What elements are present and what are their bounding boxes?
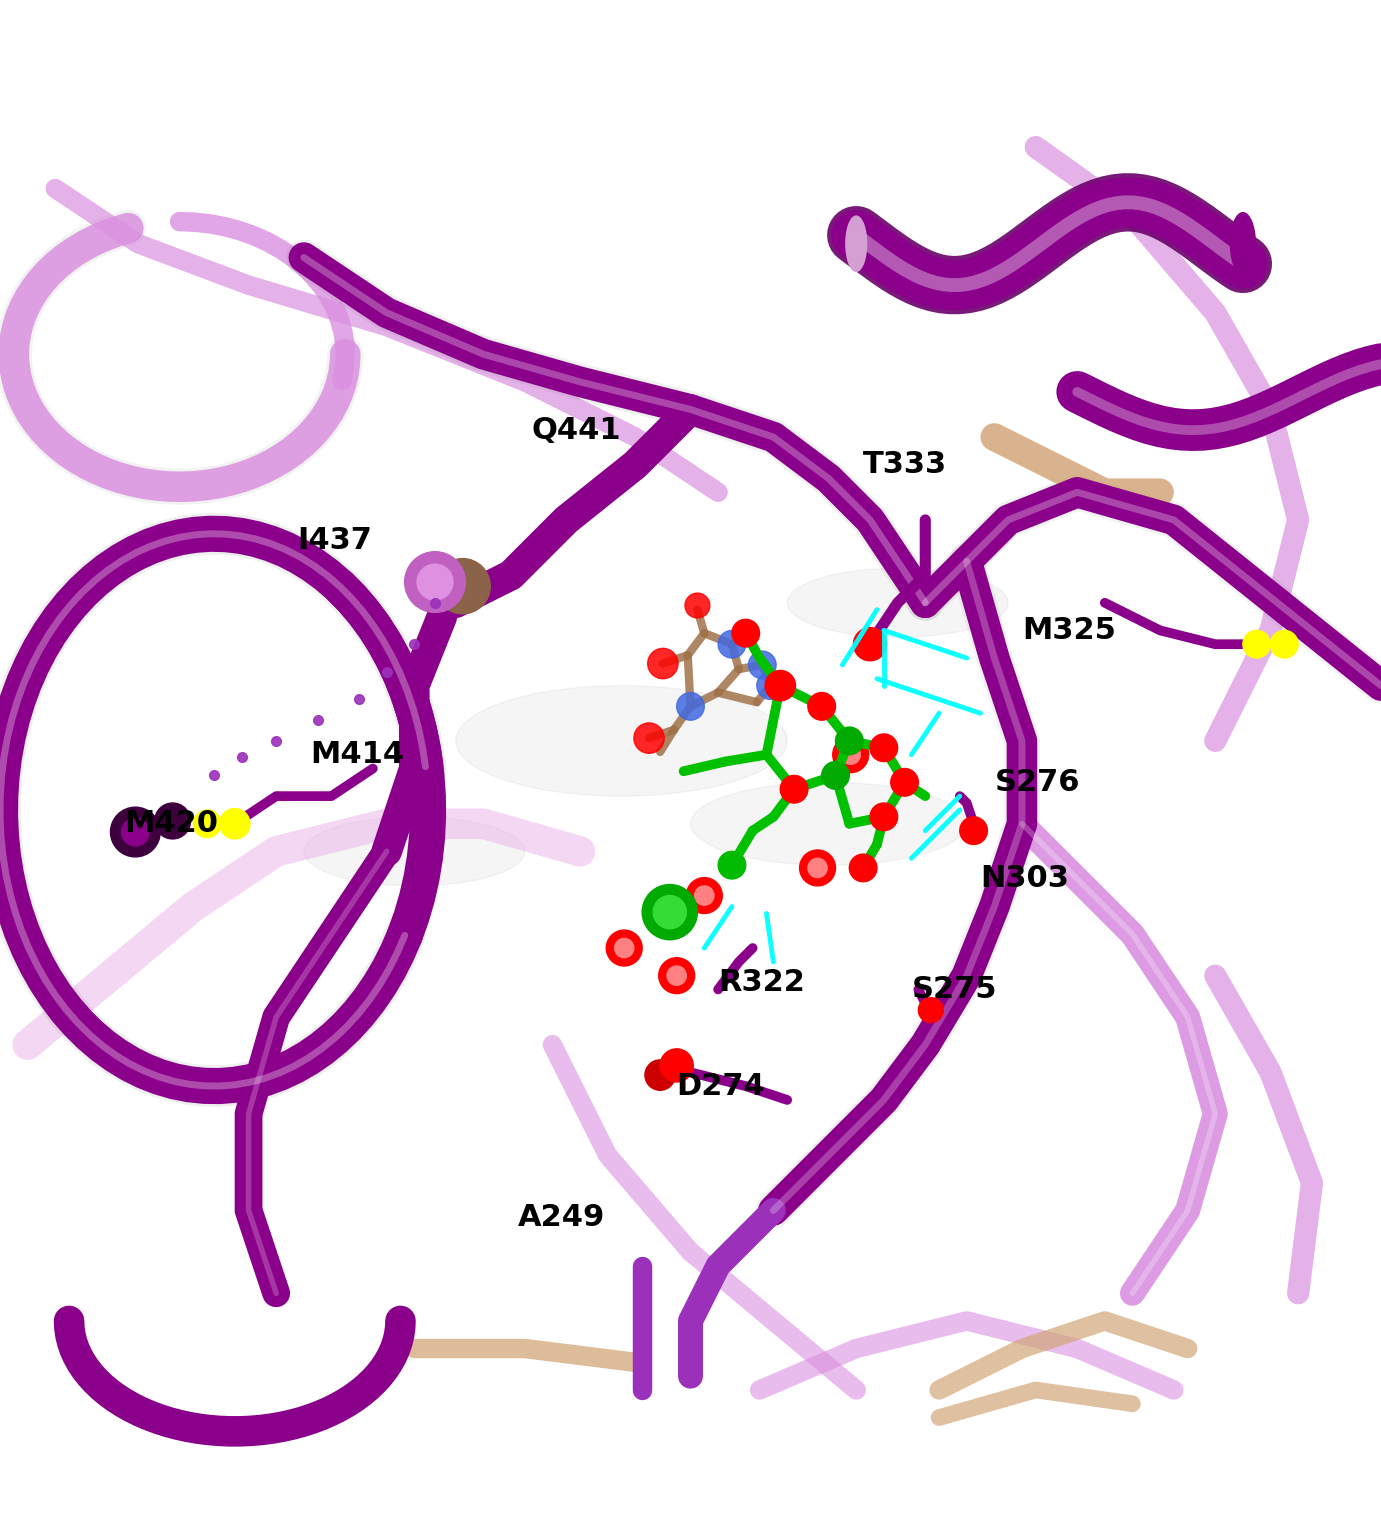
Circle shape	[642, 884, 697, 939]
Circle shape	[918, 998, 943, 1022]
Text: S276: S276	[994, 768, 1080, 796]
Circle shape	[780, 775, 808, 802]
Circle shape	[653, 896, 686, 928]
Circle shape	[765, 670, 795, 701]
Text: Q441: Q441	[532, 415, 621, 444]
Text: A249: A249	[518, 1203, 605, 1231]
Circle shape	[685, 593, 710, 618]
Circle shape	[822, 762, 849, 788]
Circle shape	[645, 1061, 675, 1090]
Circle shape	[891, 768, 918, 796]
Circle shape	[718, 630, 746, 658]
Circle shape	[686, 878, 722, 913]
Ellipse shape	[304, 816, 525, 885]
Circle shape	[615, 939, 634, 958]
Circle shape	[870, 802, 898, 830]
Text: M325: M325	[1022, 616, 1116, 646]
Circle shape	[757, 672, 784, 699]
Circle shape	[110, 807, 160, 858]
Circle shape	[732, 619, 760, 647]
Text: S275: S275	[911, 974, 997, 1004]
Ellipse shape	[845, 217, 867, 272]
Text: M420: M420	[124, 810, 218, 838]
Circle shape	[435, 558, 490, 613]
Circle shape	[634, 722, 664, 753]
Circle shape	[405, 552, 465, 612]
Circle shape	[853, 627, 887, 661]
Circle shape	[648, 649, 678, 679]
Circle shape	[606, 930, 642, 965]
Text: I437: I437	[297, 526, 371, 555]
Circle shape	[660, 1048, 693, 1082]
Text: D274: D274	[677, 1071, 765, 1100]
Circle shape	[870, 735, 898, 762]
Circle shape	[122, 818, 149, 845]
Ellipse shape	[456, 686, 787, 796]
Circle shape	[808, 693, 836, 721]
Circle shape	[155, 802, 191, 839]
Circle shape	[808, 858, 827, 878]
Circle shape	[1271, 630, 1298, 658]
Circle shape	[841, 745, 860, 764]
Ellipse shape	[690, 782, 967, 865]
Ellipse shape	[1230, 212, 1255, 275]
Circle shape	[718, 851, 746, 879]
Circle shape	[677, 693, 704, 721]
Circle shape	[749, 652, 776, 679]
Circle shape	[833, 736, 869, 773]
Text: N303: N303	[981, 864, 1069, 893]
Text: R322: R322	[718, 968, 805, 998]
Circle shape	[1243, 630, 1271, 658]
Circle shape	[836, 727, 863, 755]
Ellipse shape	[787, 569, 1008, 638]
Text: T333: T333	[863, 450, 947, 480]
Circle shape	[659, 958, 695, 993]
Circle shape	[695, 885, 714, 905]
Circle shape	[193, 810, 221, 838]
Circle shape	[800, 850, 836, 885]
Circle shape	[667, 965, 686, 985]
Circle shape	[849, 855, 877, 882]
Circle shape	[220, 808, 250, 839]
Circle shape	[417, 564, 453, 599]
Text: M414: M414	[311, 741, 405, 768]
Circle shape	[960, 816, 987, 844]
